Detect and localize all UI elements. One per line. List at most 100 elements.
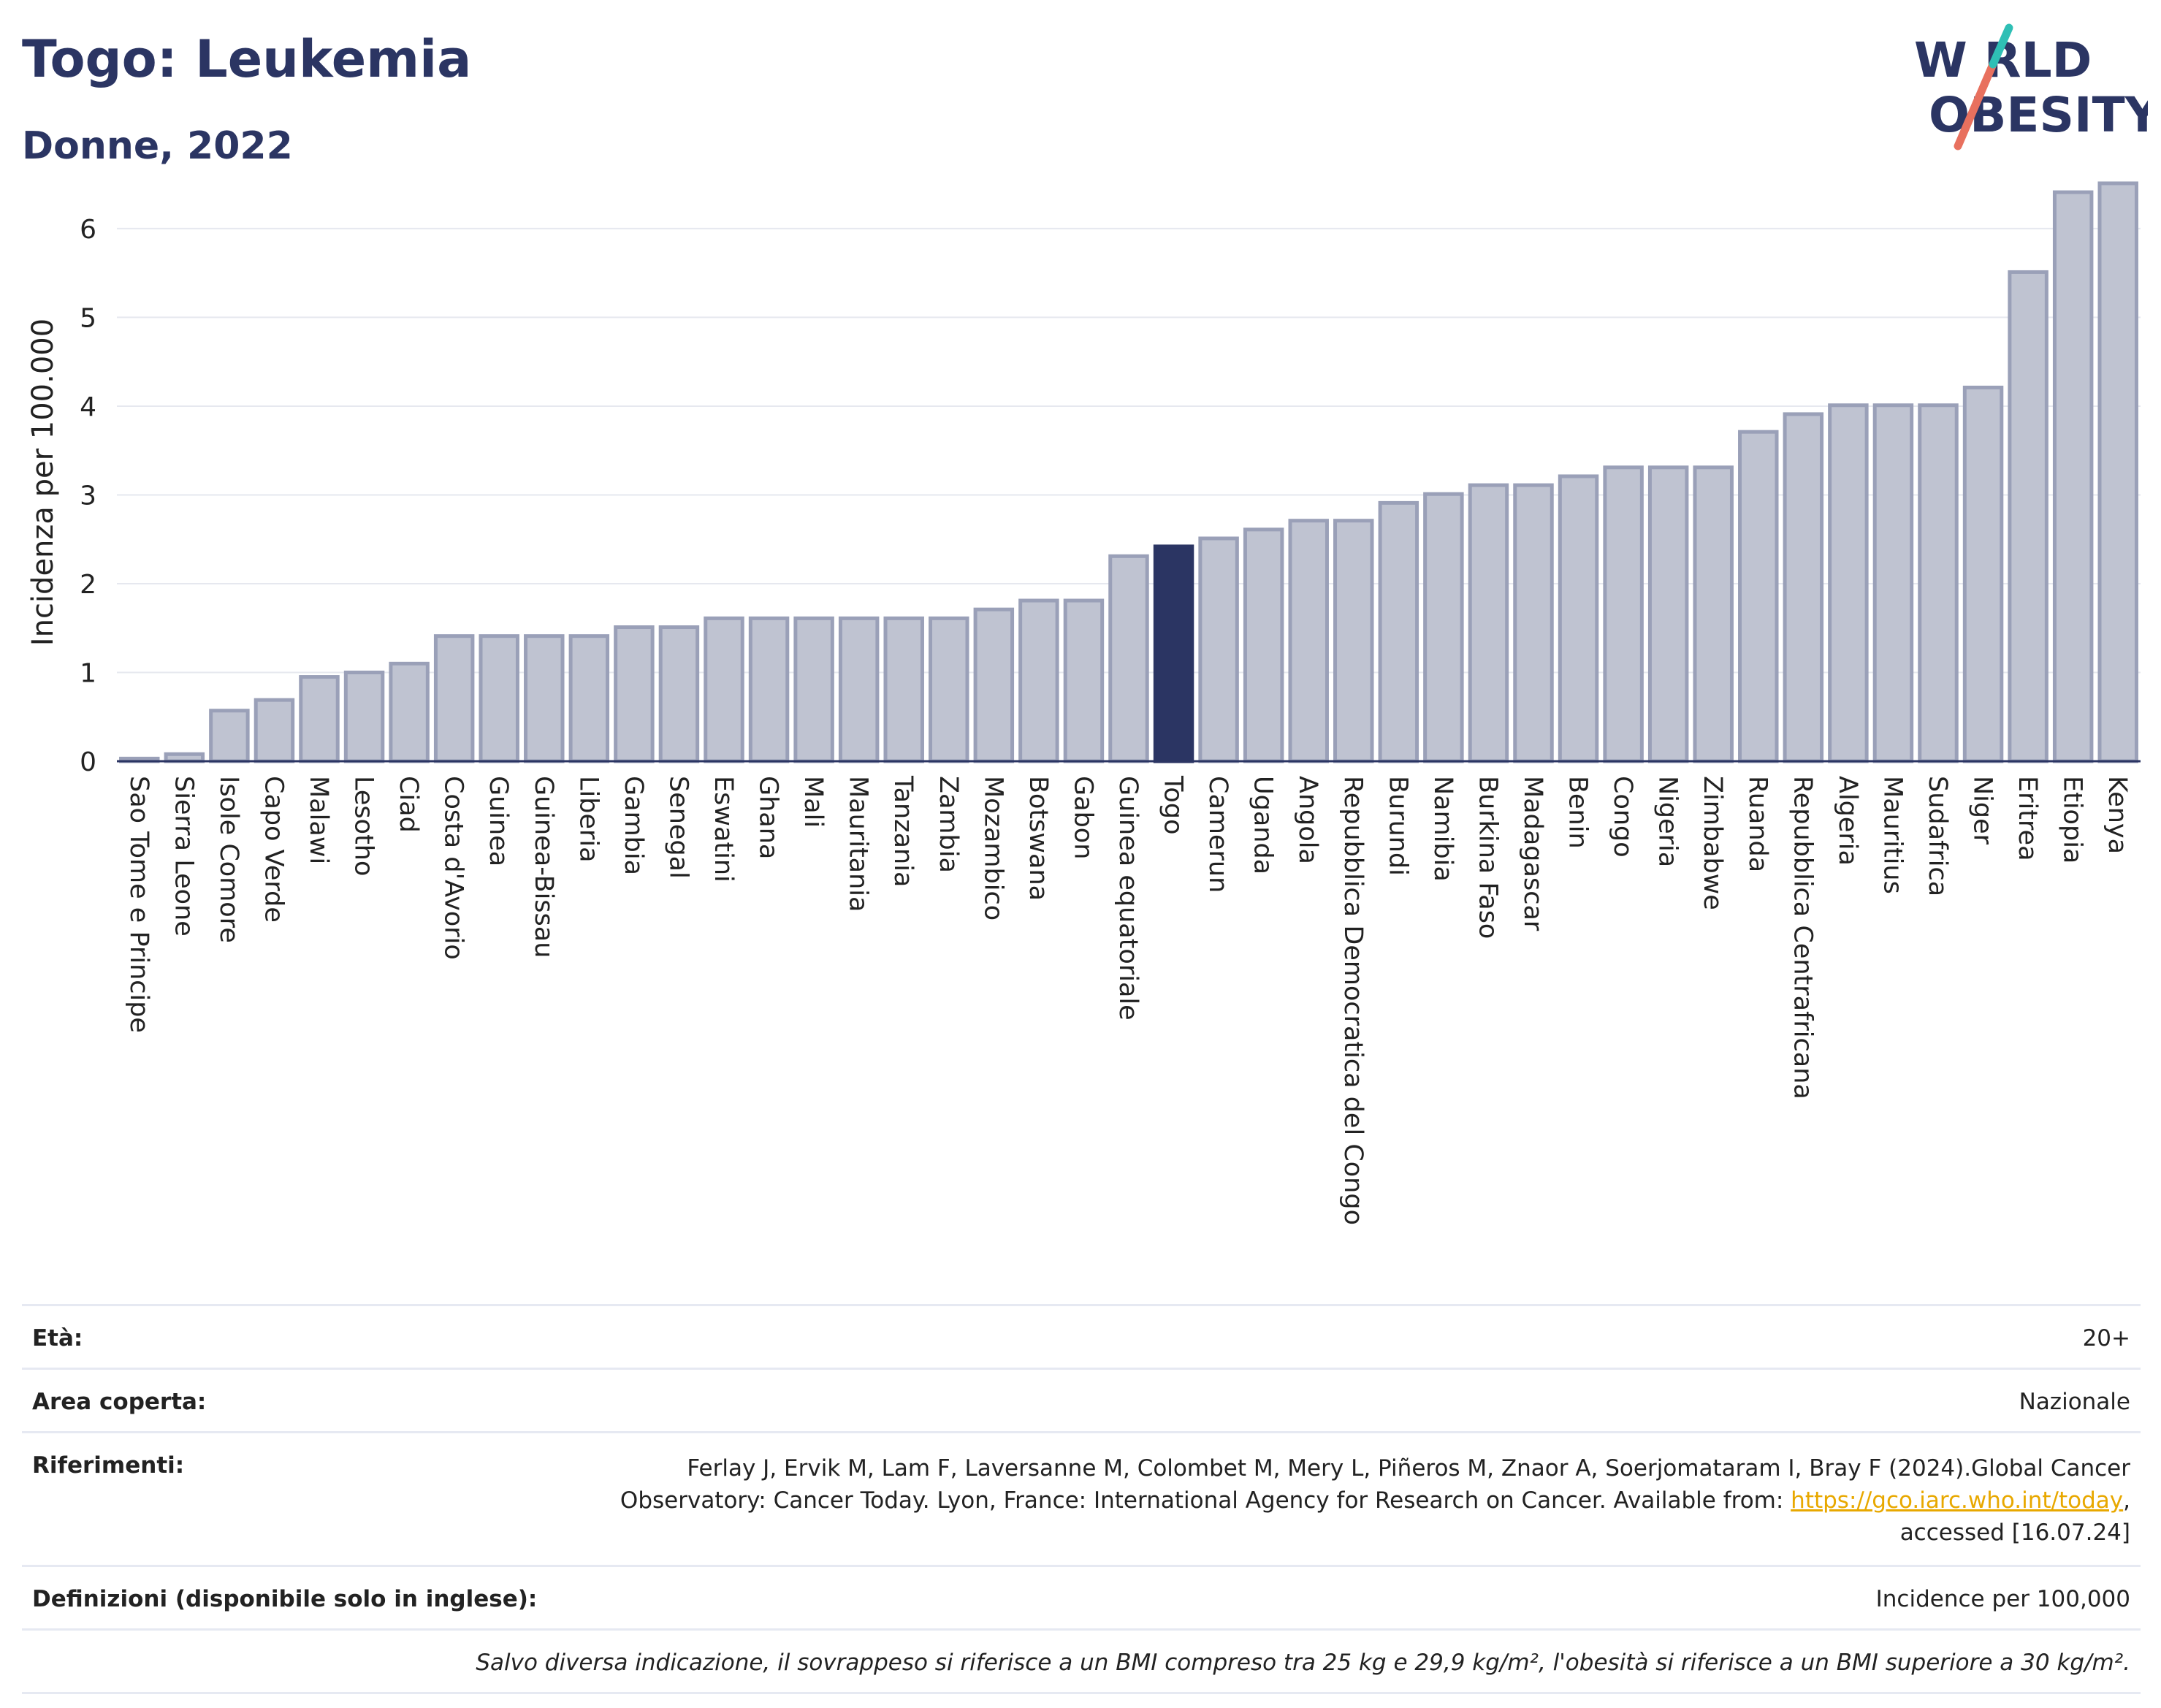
y-tick-label: 5 [80, 303, 96, 333]
x-tick-label: Burundi [1383, 776, 1412, 876]
bar [1063, 598, 1105, 763]
x-axis-ticks: Sao Tome e Principe Sierra Leone Isole Com… [124, 775, 2132, 1225]
bar [1423, 492, 1464, 763]
x-tick-label: Ciad [394, 776, 423, 833]
y-tick-label: 4 [80, 392, 96, 422]
note-row: Salvo diversa indicazione, il sovrappeso… [22, 1628, 2141, 1694]
bar [704, 616, 744, 763]
x-tick-label: Eritrea [2013, 776, 2042, 861]
y-axis-ticks: 0 1 2 3 4 5 6 [80, 215, 96, 777]
age-row: Età: 20+ [22, 1304, 2141, 1368]
x-tick-label: Liberia [573, 776, 603, 863]
chart-title: Togo: Leukemia [22, 29, 472, 89]
bar [1603, 465, 1644, 763]
x-tick-label: Benin [1563, 776, 1593, 849]
x-tick-label: Repubblica Democratica del Congo [1338, 776, 1368, 1225]
x-tick-label: Madagascar [1518, 776, 1547, 931]
x-tick-label: Repubblica Centrafricana [1788, 776, 1817, 1099]
bar [1558, 474, 1599, 763]
x-tick-label: Senegal [663, 776, 693, 879]
bmi-note: Salvo diversa indicazione, il sovrappeso… [476, 1650, 2130, 1676]
references-accessed: , accessed [16.07.24] [1899, 1487, 2130, 1546]
bar [1962, 385, 2004, 763]
bar-chart: 0 1 2 3 4 5 6 Sao Tome e Principe Sierra Leone I… [26, 181, 2141, 1225]
bar [1647, 465, 1689, 763]
bars [119, 181, 2138, 763]
references-label: Riferimenti: [32, 1452, 185, 1479]
x-tick-label: Ruanda [1743, 776, 1772, 872]
x-tick-label: Burkina Faso [1473, 776, 1502, 939]
x-tick-label: Gabon [1068, 776, 1097, 859]
bar [1378, 500, 1419, 763]
bar [973, 607, 1015, 763]
bar [524, 634, 565, 763]
bar [1918, 403, 1959, 763]
y-tick-label: 1 [80, 658, 96, 688]
info-table: Età: 20+ Area coperta: Nazionale Riferim… [22, 1304, 2141, 1694]
x-tick-label: Congo [1608, 776, 1637, 858]
bar [748, 616, 790, 763]
bar [433, 634, 475, 763]
x-tick-label: Etiopia [2058, 776, 2087, 863]
x-tick-label: Zimbabwe [1698, 776, 1727, 910]
bar [209, 709, 250, 763]
x-tick-label: Guinea equatoriale [1113, 776, 1143, 1021]
x-tick-label: Mozambico [978, 776, 1007, 920]
references-link[interactable]: https://gco.iarc.who.int/today [1791, 1487, 2124, 1514]
logo-slash-top-icon [1989, 23, 2013, 69]
x-tick-label: Camerun [1203, 776, 1232, 893]
x-tick-label: Nigeria [1653, 776, 1682, 867]
x-tick-label: Niger [1968, 776, 1997, 845]
x-tick-label: Uganda [1249, 776, 1278, 874]
bar [1872, 403, 1914, 763]
definitions-row: Definizioni (disponibile solo in inglese… [22, 1565, 2141, 1628]
x-tick-label: Botswana [1024, 776, 1053, 901]
x-tick-label: Gambia [619, 776, 648, 875]
x-tick-label: Mali [799, 776, 828, 828]
x-tick-label: Lesotho [349, 776, 378, 876]
bar [2052, 190, 2094, 763]
bar [1693, 465, 1734, 763]
bar [1108, 554, 1149, 763]
bar [389, 661, 430, 763]
x-tick-label: Guinea [484, 776, 513, 866]
bar [1333, 519, 1374, 763]
definitions-value: Incidence per 100,000 [1875, 1586, 2130, 1612]
bar [1018, 598, 1059, 763]
world-obesity-logo: W RLD OBESITY [1914, 23, 2148, 150]
bar [479, 634, 519, 763]
bar [254, 698, 295, 763]
x-tick-label: Costa d'Avorio [439, 776, 468, 960]
references-value: Ferlay J, Ervik M, Lam F, Laversanne M, … [560, 1452, 2130, 1549]
x-tick-label: Sudafrica [1923, 776, 1952, 896]
references-row: Riferimenti: Ferlay J, Ervik M, Lam F, L… [22, 1431, 2141, 1565]
x-tick-label: Mauritania [844, 776, 873, 912]
age-value: 20+ [2082, 1325, 2130, 1351]
bar [1828, 403, 1869, 763]
bar [838, 616, 880, 763]
bar [658, 625, 700, 763]
chart-subtitle: Donne, 2022 [22, 124, 293, 168]
bar [2008, 270, 2048, 763]
x-tick-label: Togo [1159, 775, 1188, 834]
x-tick-label: Algeria [1833, 776, 1862, 866]
x-tick-label: Angola [1293, 776, 1322, 864]
bar [1513, 483, 1554, 763]
y-tick-label: 6 [80, 215, 96, 245]
bar [929, 616, 969, 763]
x-tick-label: Sierra Leone [169, 776, 198, 937]
bar [343, 670, 385, 763]
y-axis-label: Incidenza per 100.000 [26, 319, 60, 646]
area-row: Area coperta: Nazionale [22, 1368, 2141, 1431]
y-tick-label: 3 [80, 481, 96, 511]
bar [883, 616, 924, 763]
bar [1783, 412, 1824, 763]
bar [299, 675, 340, 763]
bar [1468, 483, 1509, 763]
bar [1243, 527, 1284, 763]
x-tick-label: Capo Verde [259, 776, 288, 923]
bar [614, 625, 655, 763]
x-tick-label: Isole Comore [214, 776, 243, 943]
bar [1153, 544, 1194, 763]
bar [1198, 536, 1239, 763]
